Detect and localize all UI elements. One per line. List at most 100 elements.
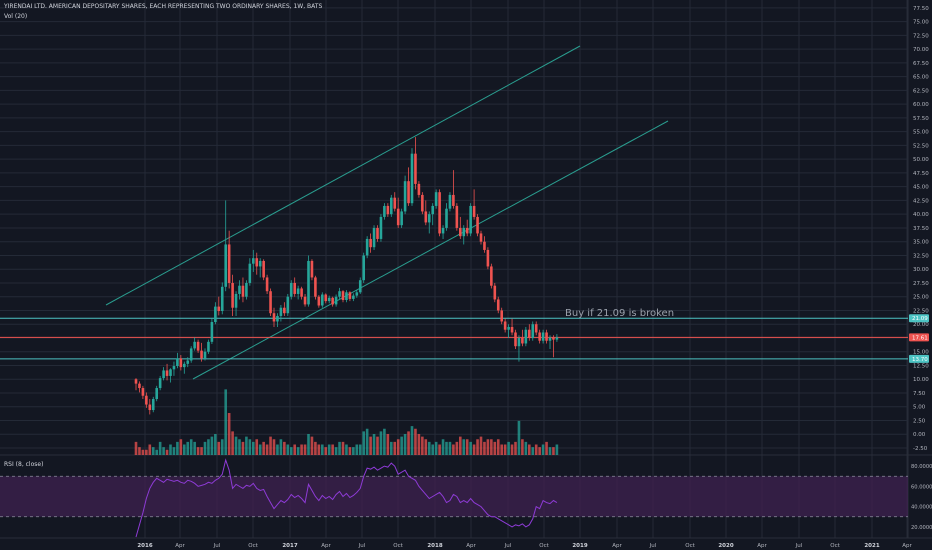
volume-bar: [431, 444, 434, 455]
price-axis-label: 45.00: [913, 185, 929, 191]
price-axis-label: 55.00: [913, 130, 929, 136]
volume-bar: [183, 444, 186, 455]
candle-body: [272, 313, 276, 322]
volume-bar: [383, 428, 386, 455]
volume-bar: [327, 444, 331, 455]
volume-bar: [151, 447, 155, 455]
chart-title: YIRENDAI LTD. AMERICAN DEPOSITARY SHARES…: [4, 3, 323, 10]
candle-body: [483, 241, 486, 250]
candle-body: [372, 227, 376, 248]
candle-body: [348, 292, 352, 299]
candle-body: [307, 260, 310, 305]
candle-body: [376, 227, 379, 239]
volume-bar: [272, 439, 276, 455]
candle-body: [331, 297, 334, 305]
volume-bar: [352, 447, 355, 455]
candle-body: [341, 291, 345, 301]
candle-body: [521, 337, 524, 344]
price-axis-label: 42.50: [913, 198, 929, 204]
candle-body: [141, 388, 145, 396]
volume-bar: [341, 441, 345, 455]
candle-body: [217, 306, 221, 312]
candle-body: [238, 285, 241, 294]
candle-body: [317, 296, 321, 306]
price-axis-label: 60.00: [913, 102, 929, 108]
volume-bar: [279, 439, 283, 455]
volume-bar: [396, 439, 400, 455]
candle-body: [314, 277, 317, 297]
volume-bar: [334, 447, 338, 455]
candle-body: [507, 326, 510, 330]
candle-body: [528, 329, 531, 338]
volume-bar: [483, 441, 486, 455]
rsi-axis-label: 80.0000: [911, 464, 932, 470]
candle-body: [200, 350, 203, 359]
volume-bar: [186, 441, 190, 455]
candle-body: [510, 326, 514, 333]
volume-bar: [400, 436, 403, 455]
price-axis-label: 47.50: [913, 171, 929, 177]
price-axis-label: 75.00: [913, 20, 929, 26]
volume-bar: [493, 441, 497, 455]
channel-upper-line: [105, 45, 581, 306]
price-axis[interactable]: 77.50 75.00 72.50 70.00 67.50 65.00 62.50 60.00…: [913, 6, 929, 452]
volume-bar: [255, 439, 259, 455]
candle-body: [355, 292, 359, 296]
volume-bar: [503, 444, 507, 455]
candle-body: [183, 363, 186, 368]
volume-bar: [403, 434, 407, 455]
candle-body: [379, 216, 383, 239]
time-axis-label: Jul: [213, 543, 221, 549]
volume-bar: [269, 436, 272, 455]
volume-bar: [424, 439, 428, 455]
volume-bar: [517, 420, 521, 455]
candle-body: [310, 260, 314, 278]
candle-body: [448, 194, 452, 209]
volume-bar: [534, 444, 538, 455]
price-axis-label: 25.00: [913, 295, 929, 301]
candle-body: [265, 277, 269, 292]
price-axis-label: 72.50: [913, 33, 929, 39]
time-axis-label: Apr: [466, 543, 476, 549]
time-axis-label: 2016: [137, 543, 152, 549]
volume-bar: [169, 444, 172, 455]
candle-body: [431, 205, 434, 215]
candle-body: [186, 360, 190, 364]
candle-body: [169, 369, 172, 376]
volume-bar: [500, 444, 503, 455]
candle-body: [427, 214, 431, 223]
candle-body: [231, 282, 234, 308]
volume-bar: [265, 444, 269, 455]
time-axis[interactable]: 2016 Apr Jul Oct 2017 Apr Jul Oct 2018 Apr Jul Oct 2…: [137, 543, 912, 549]
price-axis-label: 70.00: [913, 47, 929, 53]
candle-body: [345, 292, 348, 301]
candle-body: [500, 310, 503, 322]
volume-bar: [138, 447, 141, 455]
candle-body: [262, 260, 265, 278]
volume-bar: [362, 431, 365, 455]
volume-bar: [548, 447, 552, 455]
candle-body: [207, 341, 210, 352]
time-axis-label: 2020: [718, 543, 733, 549]
price-tag-bg: [909, 333, 929, 342]
candle-body: [538, 332, 541, 341]
candle-body: [324, 294, 328, 302]
volume-bar: [469, 441, 472, 455]
volume-bar: [321, 444, 324, 455]
candle-body: [214, 306, 217, 323]
candle-body: [148, 404, 152, 411]
candle-body: [138, 383, 141, 389]
time-axis-label: 2019: [572, 543, 587, 549]
candle-body: [334, 296, 338, 305]
volume-bar: [300, 444, 303, 455]
candle-body: [514, 332, 517, 347]
time-axis-label: 2017: [282, 543, 297, 549]
price-axis-label: 15.00: [913, 350, 929, 356]
volume-bar: [296, 447, 300, 455]
rsi-indicator-label: RSI (8, close): [4, 461, 44, 468]
time-axis-label: Oct: [539, 543, 549, 549]
annotation-text: Buy if 21.09 is broken: [565, 308, 674, 319]
candle-body: [421, 194, 424, 212]
rsi-axis[interactable]: 80.0000 60.0000 40.0000 20.0000: [911, 464, 932, 531]
